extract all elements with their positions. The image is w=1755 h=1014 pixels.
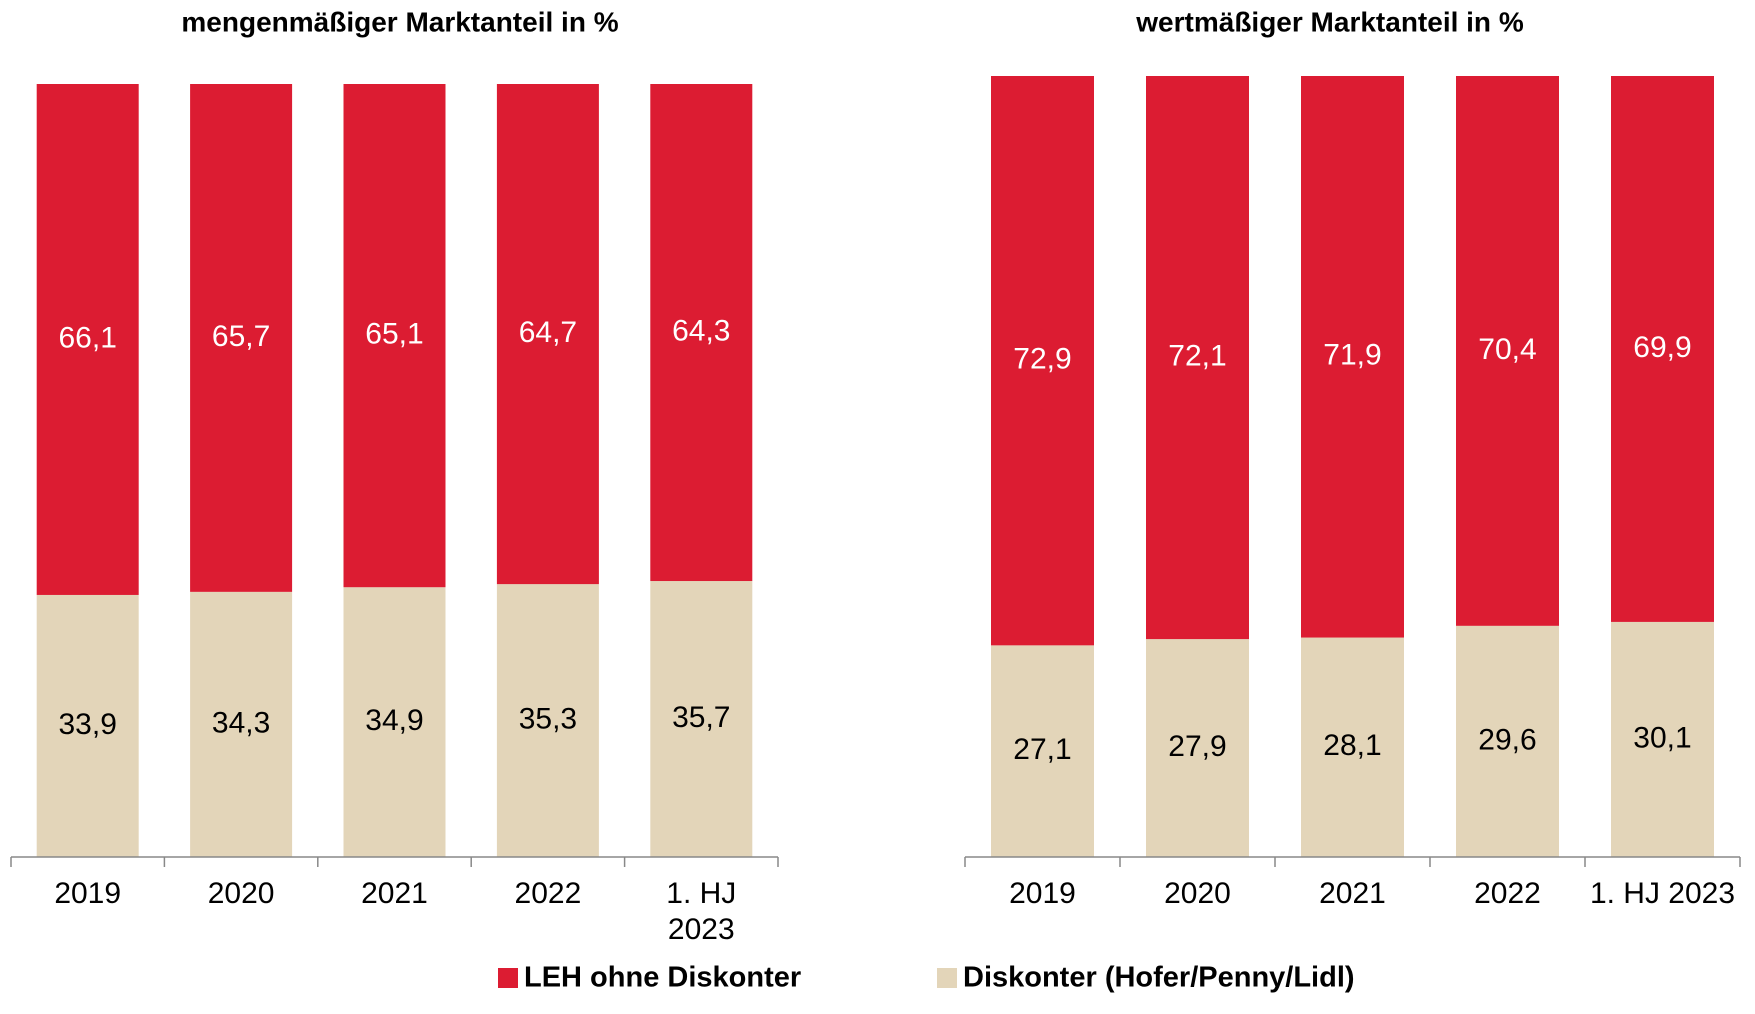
bar-segment [1611, 621, 1714, 857]
data-label: 27,1 [1013, 733, 1071, 766]
data-label: 33,9 [59, 708, 117, 741]
x-tick-label: 2021 [1319, 877, 1386, 910]
bar-segment [36, 84, 139, 595]
data-label: 30,1 [1633, 721, 1691, 754]
x-tick-label: 1. HJ 2023 [666, 877, 736, 946]
bar-segment [1301, 76, 1404, 638]
legend-label: LEH ohne Diskonter [524, 962, 801, 994]
data-label: 72,1 [1168, 339, 1226, 372]
data-label: 64,7 [519, 316, 577, 349]
x-tick-label: 2020 [1164, 877, 1231, 910]
bar-segment [650, 581, 753, 857]
data-label: 28,1 [1323, 729, 1381, 762]
bar-segment [1456, 625, 1559, 857]
bar-segment [1301, 637, 1404, 857]
data-label: 35,7 [672, 701, 730, 734]
bar-segment [1146, 639, 1249, 857]
data-label: 65,7 [212, 320, 270, 353]
data-label: 69,9 [1633, 331, 1691, 364]
bar-segment [496, 584, 599, 857]
bar-segment [991, 76, 1094, 646]
x-tick-label: 2022 [1474, 877, 1541, 910]
bar-segment [1146, 76, 1249, 640]
data-label: 71,9 [1323, 339, 1381, 372]
chart-title: wertmäßiger Marktanteil in % [1135, 6, 1524, 37]
bar-segment [1456, 76, 1559, 626]
data-label: 29,6 [1478, 723, 1536, 756]
bar-segment [1611, 76, 1714, 622]
bar-segment [991, 645, 1094, 857]
x-tick-label: 2022 [515, 877, 582, 910]
bar-segment [36, 594, 139, 857]
bar-segment [190, 591, 293, 857]
legend-swatch [937, 968, 957, 988]
data-label: 72,9 [1013, 343, 1071, 376]
legend-swatch [498, 968, 518, 988]
data-label: 70,4 [1478, 333, 1536, 366]
x-tick-label: 2019 [54, 877, 121, 910]
bar-segment [190, 84, 293, 592]
data-label: 34,3 [212, 706, 270, 739]
x-tick-label: 2021 [361, 877, 428, 910]
data-label: 34,9 [365, 704, 423, 737]
data-label: 27,9 [1168, 730, 1226, 763]
bar-segment [496, 84, 599, 585]
x-tick-label: 2019 [1009, 877, 1076, 910]
data-label: 66,1 [59, 321, 117, 354]
x-tick-label: 1. HJ 2023 [1590, 877, 1735, 910]
legend-label: Diskonter (Hofer/Penny/Lidl) [963, 962, 1355, 994]
data-label: 65,1 [365, 318, 423, 351]
x-tick-label: 2020 [208, 877, 275, 910]
chart-title: mengenmäßiger Marktanteil in % [181, 6, 618, 37]
bar-segment [343, 587, 446, 857]
bar-segment [650, 84, 753, 582]
data-label: 64,3 [672, 314, 730, 347]
data-label: 35,3 [519, 702, 577, 735]
bar-segment [343, 84, 446, 588]
